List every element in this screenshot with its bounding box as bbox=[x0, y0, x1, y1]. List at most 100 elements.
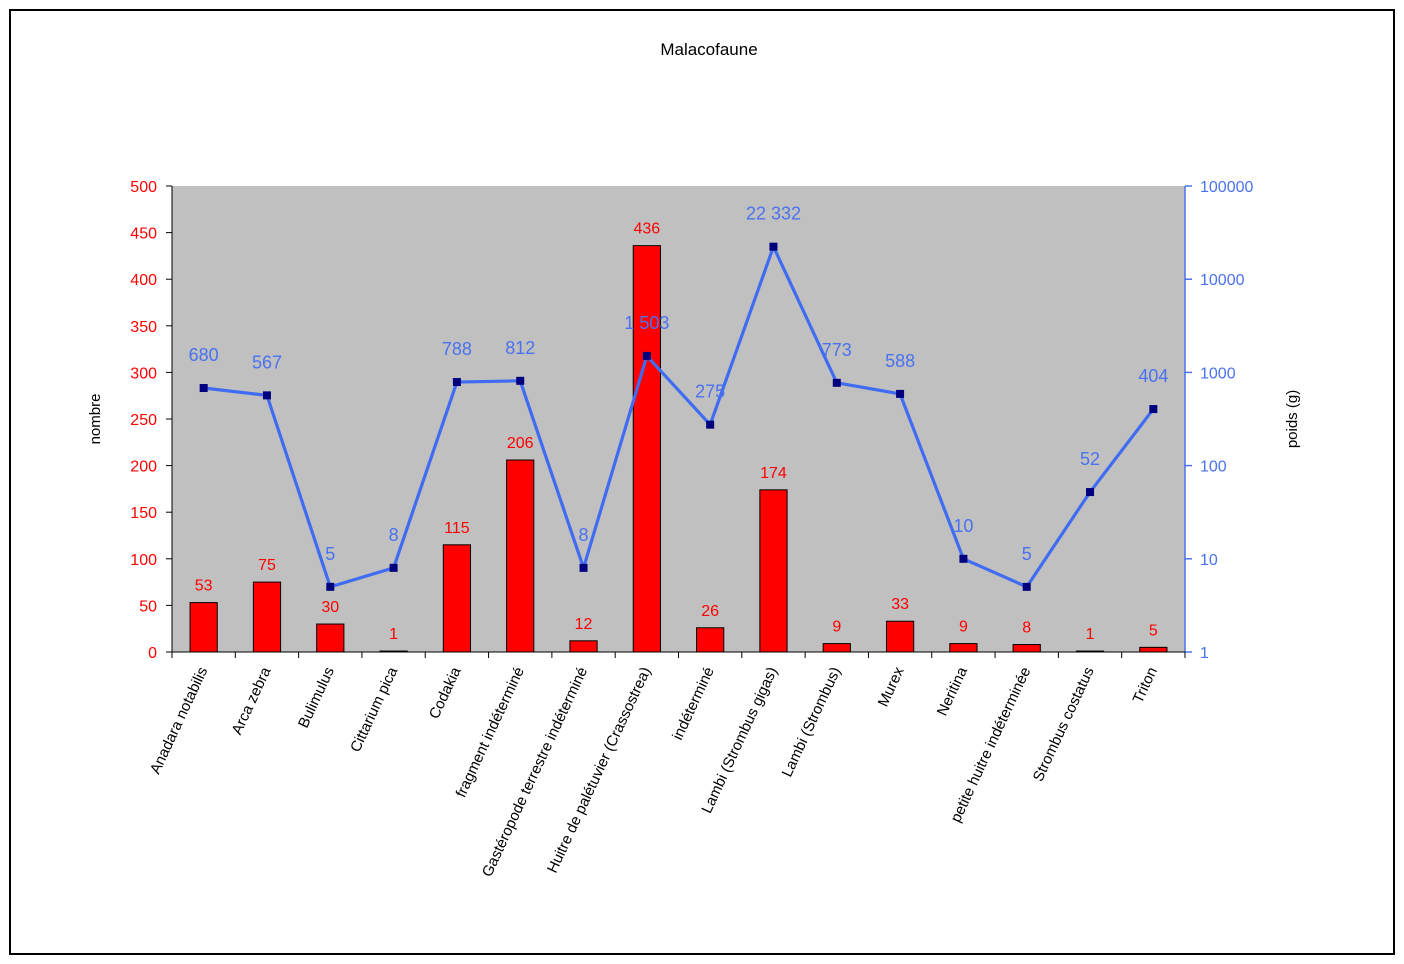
line-data-label: 5 bbox=[325, 544, 335, 564]
line-marker bbox=[1086, 488, 1095, 497]
line-data-label: 52 bbox=[1080, 449, 1100, 469]
bar bbox=[949, 643, 978, 653]
line-marker bbox=[262, 391, 271, 400]
bar-data-label: 9 bbox=[959, 619, 968, 636]
x-tick-label: Gastéropode terrestre indéterminé bbox=[479, 665, 591, 880]
line-data-label: 275 bbox=[695, 382, 725, 402]
line-marker bbox=[579, 563, 588, 572]
bar bbox=[1012, 644, 1041, 653]
line-marker bbox=[516, 376, 525, 385]
bar-data-label: 75 bbox=[258, 557, 276, 574]
line-marker bbox=[389, 563, 398, 572]
y-left-tick-label: 400 bbox=[130, 272, 157, 289]
bar-data-label: 30 bbox=[321, 599, 339, 616]
line-marker bbox=[1149, 405, 1158, 414]
bar bbox=[822, 643, 851, 653]
line-marker bbox=[326, 582, 335, 591]
y-left-tick-label: 0 bbox=[148, 645, 157, 662]
bar bbox=[316, 623, 345, 653]
bar-data-label: 5 bbox=[1149, 622, 1158, 639]
y-right-tick-label: 10000 bbox=[1200, 272, 1245, 289]
bar bbox=[442, 544, 472, 653]
x-tick-label: Triton bbox=[1130, 665, 1161, 706]
bar-data-label: 115 bbox=[444, 520, 470, 537]
bar bbox=[696, 627, 725, 653]
bar-data-label: 174 bbox=[760, 465, 787, 482]
bar-data-label: 33 bbox=[891, 596, 909, 613]
y-right-tick-label: 10 bbox=[1200, 552, 1218, 569]
y-right-tick-label: 100000 bbox=[1200, 179, 1253, 196]
x-tick-label: indéterminé bbox=[669, 665, 718, 743]
line-marker bbox=[959, 554, 968, 563]
y-left-axis-title: nombre bbox=[87, 394, 104, 445]
line-marker bbox=[1022, 582, 1031, 591]
y-right-tick-label: 1 bbox=[1200, 645, 1209, 662]
bar-data-label: 9 bbox=[832, 619, 841, 636]
line-data-label: 680 bbox=[189, 345, 219, 365]
x-tick-label: Murex bbox=[875, 664, 908, 709]
bar bbox=[252, 581, 282, 653]
line-data-label: 1 503 bbox=[624, 313, 669, 333]
bar-series bbox=[189, 245, 1168, 653]
y-left-tick-label: 50 bbox=[139, 598, 157, 615]
bar bbox=[506, 459, 535, 653]
x-tick-label: Anadara notabilis bbox=[147, 665, 211, 777]
y-right-axis-title: poids (g) bbox=[1284, 390, 1301, 448]
bar-data-label: 1 bbox=[389, 626, 398, 643]
line-data-label: 8 bbox=[579, 525, 589, 545]
y-left-tick-label: 100 bbox=[130, 552, 157, 569]
line-marker bbox=[199, 384, 208, 393]
y-left-tick-label: 200 bbox=[130, 459, 157, 476]
line-path bbox=[203, 245, 1155, 589]
line-data-label: 8 bbox=[389, 525, 399, 545]
bar-data-label: 436 bbox=[633, 221, 660, 238]
bar bbox=[759, 489, 788, 653]
line-series bbox=[199, 242, 1158, 591]
line-data-label: 588 bbox=[885, 351, 915, 371]
line-marker bbox=[706, 420, 715, 429]
bar-data-label: 26 bbox=[701, 603, 719, 620]
y-left-tick-label: 300 bbox=[130, 365, 157, 382]
line-marker bbox=[896, 389, 905, 398]
x-tick-label: Bulimulus bbox=[295, 665, 338, 731]
bar bbox=[885, 620, 915, 653]
bar bbox=[1139, 646, 1168, 653]
line-data-label: 22 332 bbox=[746, 204, 801, 224]
line-data-label: 5 bbox=[1022, 544, 1032, 564]
line-data-label: 567 bbox=[252, 352, 282, 372]
data-labels: 53 75 30 1 115 206 12 436 26 174 9 33 9 8 1 5 680 567 5 8 78… bbox=[189, 204, 1169, 643]
y-left-tick-label: 150 bbox=[130, 505, 157, 522]
line-data-label: 788 bbox=[442, 339, 472, 359]
line-marker bbox=[452, 378, 461, 387]
x-tick-label: Lambi (Strombus) bbox=[779, 665, 845, 780]
line-marker bbox=[769, 242, 778, 251]
line-data-label: 812 bbox=[505, 338, 535, 358]
y-left-tick-label: 450 bbox=[130, 226, 157, 243]
y-left-tick-label: 250 bbox=[130, 412, 157, 429]
plot-background bbox=[172, 186, 1185, 652]
bar-data-label: 12 bbox=[575, 616, 593, 633]
bar-data-label: 8 bbox=[1022, 620, 1031, 637]
line-marker bbox=[832, 378, 841, 387]
x-tick-label: Arca zebra bbox=[229, 664, 275, 738]
y-left-tick-label: 350 bbox=[130, 319, 157, 336]
x-tick-label: Neritina bbox=[934, 664, 972, 719]
bar-data-label: 1 bbox=[1086, 626, 1095, 643]
y-left-tick-label: 500 bbox=[130, 179, 157, 196]
line-data-label: 773 bbox=[822, 340, 852, 360]
line-marker bbox=[642, 351, 651, 360]
bar bbox=[189, 602, 218, 653]
y-right-tick-label: 1000 bbox=[1200, 365, 1236, 382]
x-tick-label: Cittarium pica bbox=[347, 664, 401, 755]
x-tick-label: Lambi (Strombus gigas) bbox=[698, 665, 781, 816]
line-data-label: 404 bbox=[1138, 366, 1168, 386]
x-tick-label: fragment indéterminé bbox=[453, 665, 528, 801]
bar bbox=[569, 640, 598, 653]
bar-data-label: 53 bbox=[195, 578, 213, 595]
y-right-tick-label: 100 bbox=[1200, 459, 1227, 476]
line-data-label: 10 bbox=[953, 516, 973, 536]
bar bbox=[632, 245, 661, 653]
chart-title: Malacofaune bbox=[660, 40, 757, 59]
bar-data-label: 206 bbox=[507, 435, 534, 452]
